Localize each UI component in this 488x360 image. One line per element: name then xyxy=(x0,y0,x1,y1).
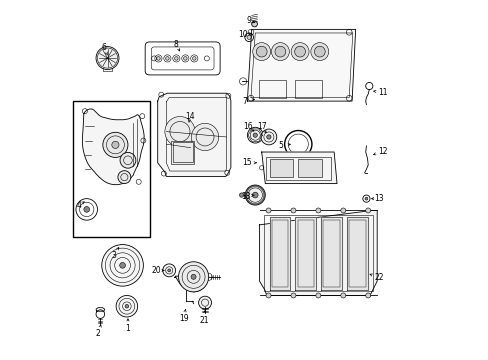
Circle shape xyxy=(310,42,328,60)
Text: 3: 3 xyxy=(111,251,116,260)
Text: 21: 21 xyxy=(199,316,209,325)
Bar xyxy=(348,220,365,287)
Polygon shape xyxy=(269,217,290,290)
Circle shape xyxy=(314,46,325,57)
Circle shape xyxy=(96,46,119,69)
Circle shape xyxy=(244,185,265,205)
Circle shape xyxy=(364,197,367,200)
Text: 10: 10 xyxy=(238,30,248,39)
Circle shape xyxy=(191,274,196,279)
Polygon shape xyxy=(158,93,230,176)
Circle shape xyxy=(164,117,195,147)
Circle shape xyxy=(246,35,251,40)
Circle shape xyxy=(340,208,345,213)
Bar xyxy=(73,101,150,237)
Circle shape xyxy=(192,57,196,60)
Circle shape xyxy=(252,42,270,60)
Circle shape xyxy=(102,244,143,286)
Bar xyxy=(298,159,321,177)
Polygon shape xyxy=(82,109,144,185)
Circle shape xyxy=(116,296,137,317)
Circle shape xyxy=(178,262,208,292)
Circle shape xyxy=(265,293,270,298)
Text: 16: 16 xyxy=(243,122,252,131)
Circle shape xyxy=(156,57,160,60)
Circle shape xyxy=(83,207,89,212)
Circle shape xyxy=(274,46,285,57)
Text: 18: 18 xyxy=(240,192,250,201)
Circle shape xyxy=(252,192,258,198)
Bar xyxy=(297,220,313,287)
Bar xyxy=(264,215,372,291)
Circle shape xyxy=(365,208,370,213)
Bar xyxy=(258,80,285,98)
Circle shape xyxy=(340,293,345,298)
Circle shape xyxy=(265,208,270,213)
Circle shape xyxy=(271,42,289,60)
Circle shape xyxy=(198,296,211,309)
Circle shape xyxy=(251,21,257,27)
Circle shape xyxy=(239,193,244,197)
Polygon shape xyxy=(295,217,316,290)
Circle shape xyxy=(125,305,128,308)
Circle shape xyxy=(256,46,266,57)
Circle shape xyxy=(183,57,187,60)
Text: 22: 22 xyxy=(373,273,383,282)
Polygon shape xyxy=(346,217,367,290)
Circle shape xyxy=(266,135,270,139)
Circle shape xyxy=(167,269,170,272)
Circle shape xyxy=(247,127,263,143)
Polygon shape xyxy=(174,273,205,292)
Bar xyxy=(171,140,194,164)
Polygon shape xyxy=(261,152,336,184)
Text: 2: 2 xyxy=(96,329,101,338)
Text: 14: 14 xyxy=(185,112,194,121)
Circle shape xyxy=(261,129,276,145)
Text: 17: 17 xyxy=(256,122,266,131)
Text: 11: 11 xyxy=(377,87,386,96)
Text: 4: 4 xyxy=(76,201,81,210)
Text: 19: 19 xyxy=(178,314,188,323)
Polygon shape xyxy=(247,30,355,101)
Polygon shape xyxy=(259,211,376,296)
Circle shape xyxy=(165,57,169,60)
Bar xyxy=(172,142,192,162)
Circle shape xyxy=(120,152,136,168)
Text: 15: 15 xyxy=(242,158,252,167)
Bar xyxy=(323,220,339,287)
Circle shape xyxy=(253,133,257,137)
Circle shape xyxy=(112,141,119,148)
Circle shape xyxy=(290,293,295,298)
Text: 6: 6 xyxy=(102,43,106,52)
Bar xyxy=(269,159,292,177)
Circle shape xyxy=(163,264,175,277)
Polygon shape xyxy=(321,217,341,290)
Text: 8: 8 xyxy=(174,40,179,49)
Circle shape xyxy=(315,293,320,298)
Text: 1: 1 xyxy=(125,324,130,333)
Text: 20: 20 xyxy=(151,266,161,275)
Circle shape xyxy=(102,132,128,157)
Circle shape xyxy=(294,46,305,57)
Circle shape xyxy=(191,123,218,150)
Text: 13: 13 xyxy=(373,194,383,203)
Bar xyxy=(265,157,330,180)
Bar xyxy=(271,220,287,287)
Circle shape xyxy=(118,171,131,184)
Bar xyxy=(294,80,321,98)
Circle shape xyxy=(290,208,295,213)
Text: 12: 12 xyxy=(377,147,386,156)
Circle shape xyxy=(290,42,308,60)
Text: 5: 5 xyxy=(277,141,282,150)
Text: 7: 7 xyxy=(242,96,246,105)
Circle shape xyxy=(120,262,125,268)
Circle shape xyxy=(315,208,320,213)
Circle shape xyxy=(365,293,370,298)
Text: 9: 9 xyxy=(246,16,251,25)
Circle shape xyxy=(174,57,178,60)
